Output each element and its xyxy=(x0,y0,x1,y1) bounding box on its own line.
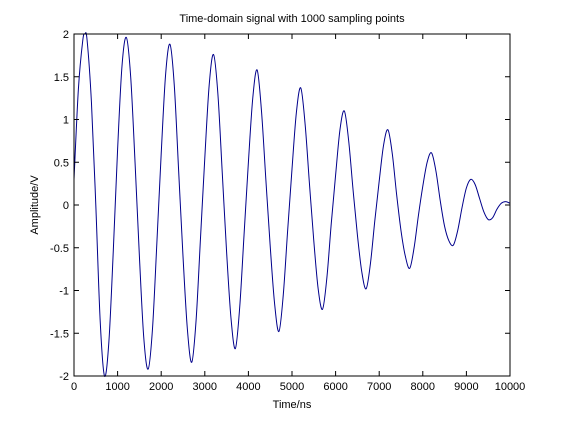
y-tick-label: -2 xyxy=(59,371,69,383)
y-axis-title: Amplitude/V xyxy=(29,175,41,235)
x-tick-label: 1000 xyxy=(105,381,129,393)
y-tick-label: -0.5 xyxy=(50,243,69,255)
signal-line xyxy=(73,32,511,377)
y-tick-label: 0 xyxy=(63,200,69,212)
plot-area xyxy=(74,34,510,376)
x-tick-label: 4000 xyxy=(236,381,260,393)
x-tick-label: 8000 xyxy=(411,381,435,393)
x-axis-title: Time/ns xyxy=(273,399,312,411)
x-tick-label: 3000 xyxy=(193,381,217,393)
y-tick-label: -1.5 xyxy=(50,328,69,340)
y-axis-ticks: 2 1.5 1 0.5 0 -0.5 -1 -1.5 -2 xyxy=(50,29,510,383)
y-tick-label: 2 xyxy=(63,29,69,41)
y-tick-label: 1.5 xyxy=(54,72,69,84)
x-axis-ticks: 0 1000 2000 3000 4000 5000 6000 7000 8000 9000 100… xyxy=(71,34,525,393)
x-tick-label: 7000 xyxy=(367,381,391,393)
y-tick-label: 0.5 xyxy=(54,157,69,169)
chart-title: Time-domain signal with 1000 sampling po… xyxy=(179,13,405,25)
x-tick-label: 2000 xyxy=(149,381,173,393)
x-tick-label: 0 xyxy=(71,381,77,393)
x-tick-label: 5000 xyxy=(280,381,304,393)
y-tick-label: -1 xyxy=(59,286,69,298)
y-tick-label: 1 xyxy=(63,115,69,127)
x-tick-label: 6000 xyxy=(323,381,347,393)
x-tick-label: 10000 xyxy=(495,381,526,393)
series-layer xyxy=(73,32,511,377)
x-tick-label: 9000 xyxy=(454,381,478,393)
